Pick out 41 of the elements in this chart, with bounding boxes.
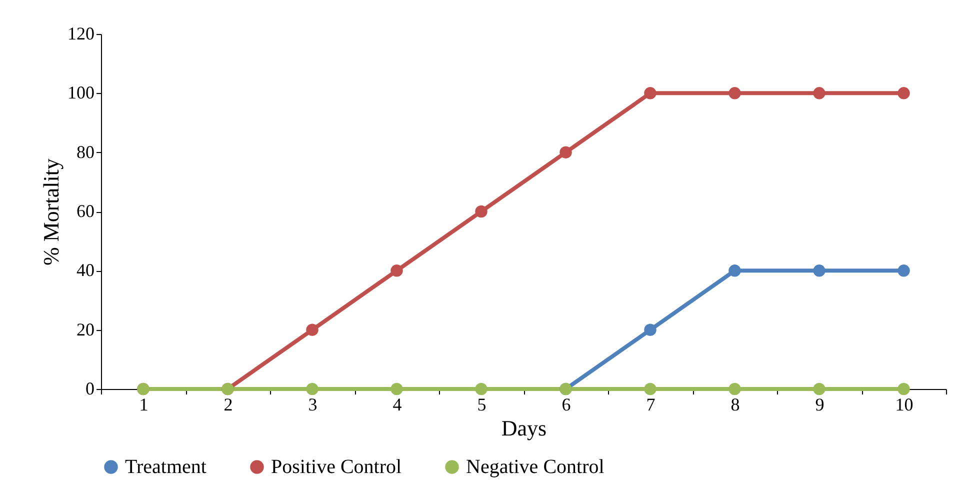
point [728,87,741,100]
point [560,146,572,158]
y-axis-title: % Mortality [38,158,64,266]
point [390,264,403,277]
x-tick-label: 9 [815,394,824,414]
y-tick-label: 20 [76,319,94,340]
x-tick-label: 6 [562,394,571,414]
x-tick-label: 4 [392,394,402,414]
point [813,264,826,277]
point [898,264,910,277]
point [813,382,826,396]
legend-label: Negative Control [466,456,605,478]
point [898,382,910,396]
y-tick-label: 60 [76,201,94,221]
point [813,87,826,100]
y-tick-label: 100 [68,82,94,103]
point [728,264,741,277]
point [728,382,741,396]
y-tick-label: 120 [68,24,94,44]
point [644,324,656,336]
y-tick-label: 0 [86,378,94,398]
point [306,382,318,396]
point [898,87,910,100]
x-tick-label: 1 [139,394,148,414]
x-tick-label: 2 [224,394,233,414]
y-tick-label: 40 [76,260,94,280]
point [644,87,656,100]
x-tick-label: 5 [477,394,486,414]
x-tick-label: 10 [895,394,914,414]
x-tick-label: 7 [646,394,656,414]
point [475,205,488,218]
point [644,382,656,396]
x-tick-label: 8 [730,394,740,414]
point [306,324,318,336]
x-tick-label: 3 [308,394,318,414]
legend-label: Positive Control [271,456,402,478]
y-tick-label: 80 [76,142,94,162]
point [475,382,488,396]
point [390,382,403,396]
x-axis-title: Days [501,416,547,440]
legend-label: Treatment [125,456,207,478]
